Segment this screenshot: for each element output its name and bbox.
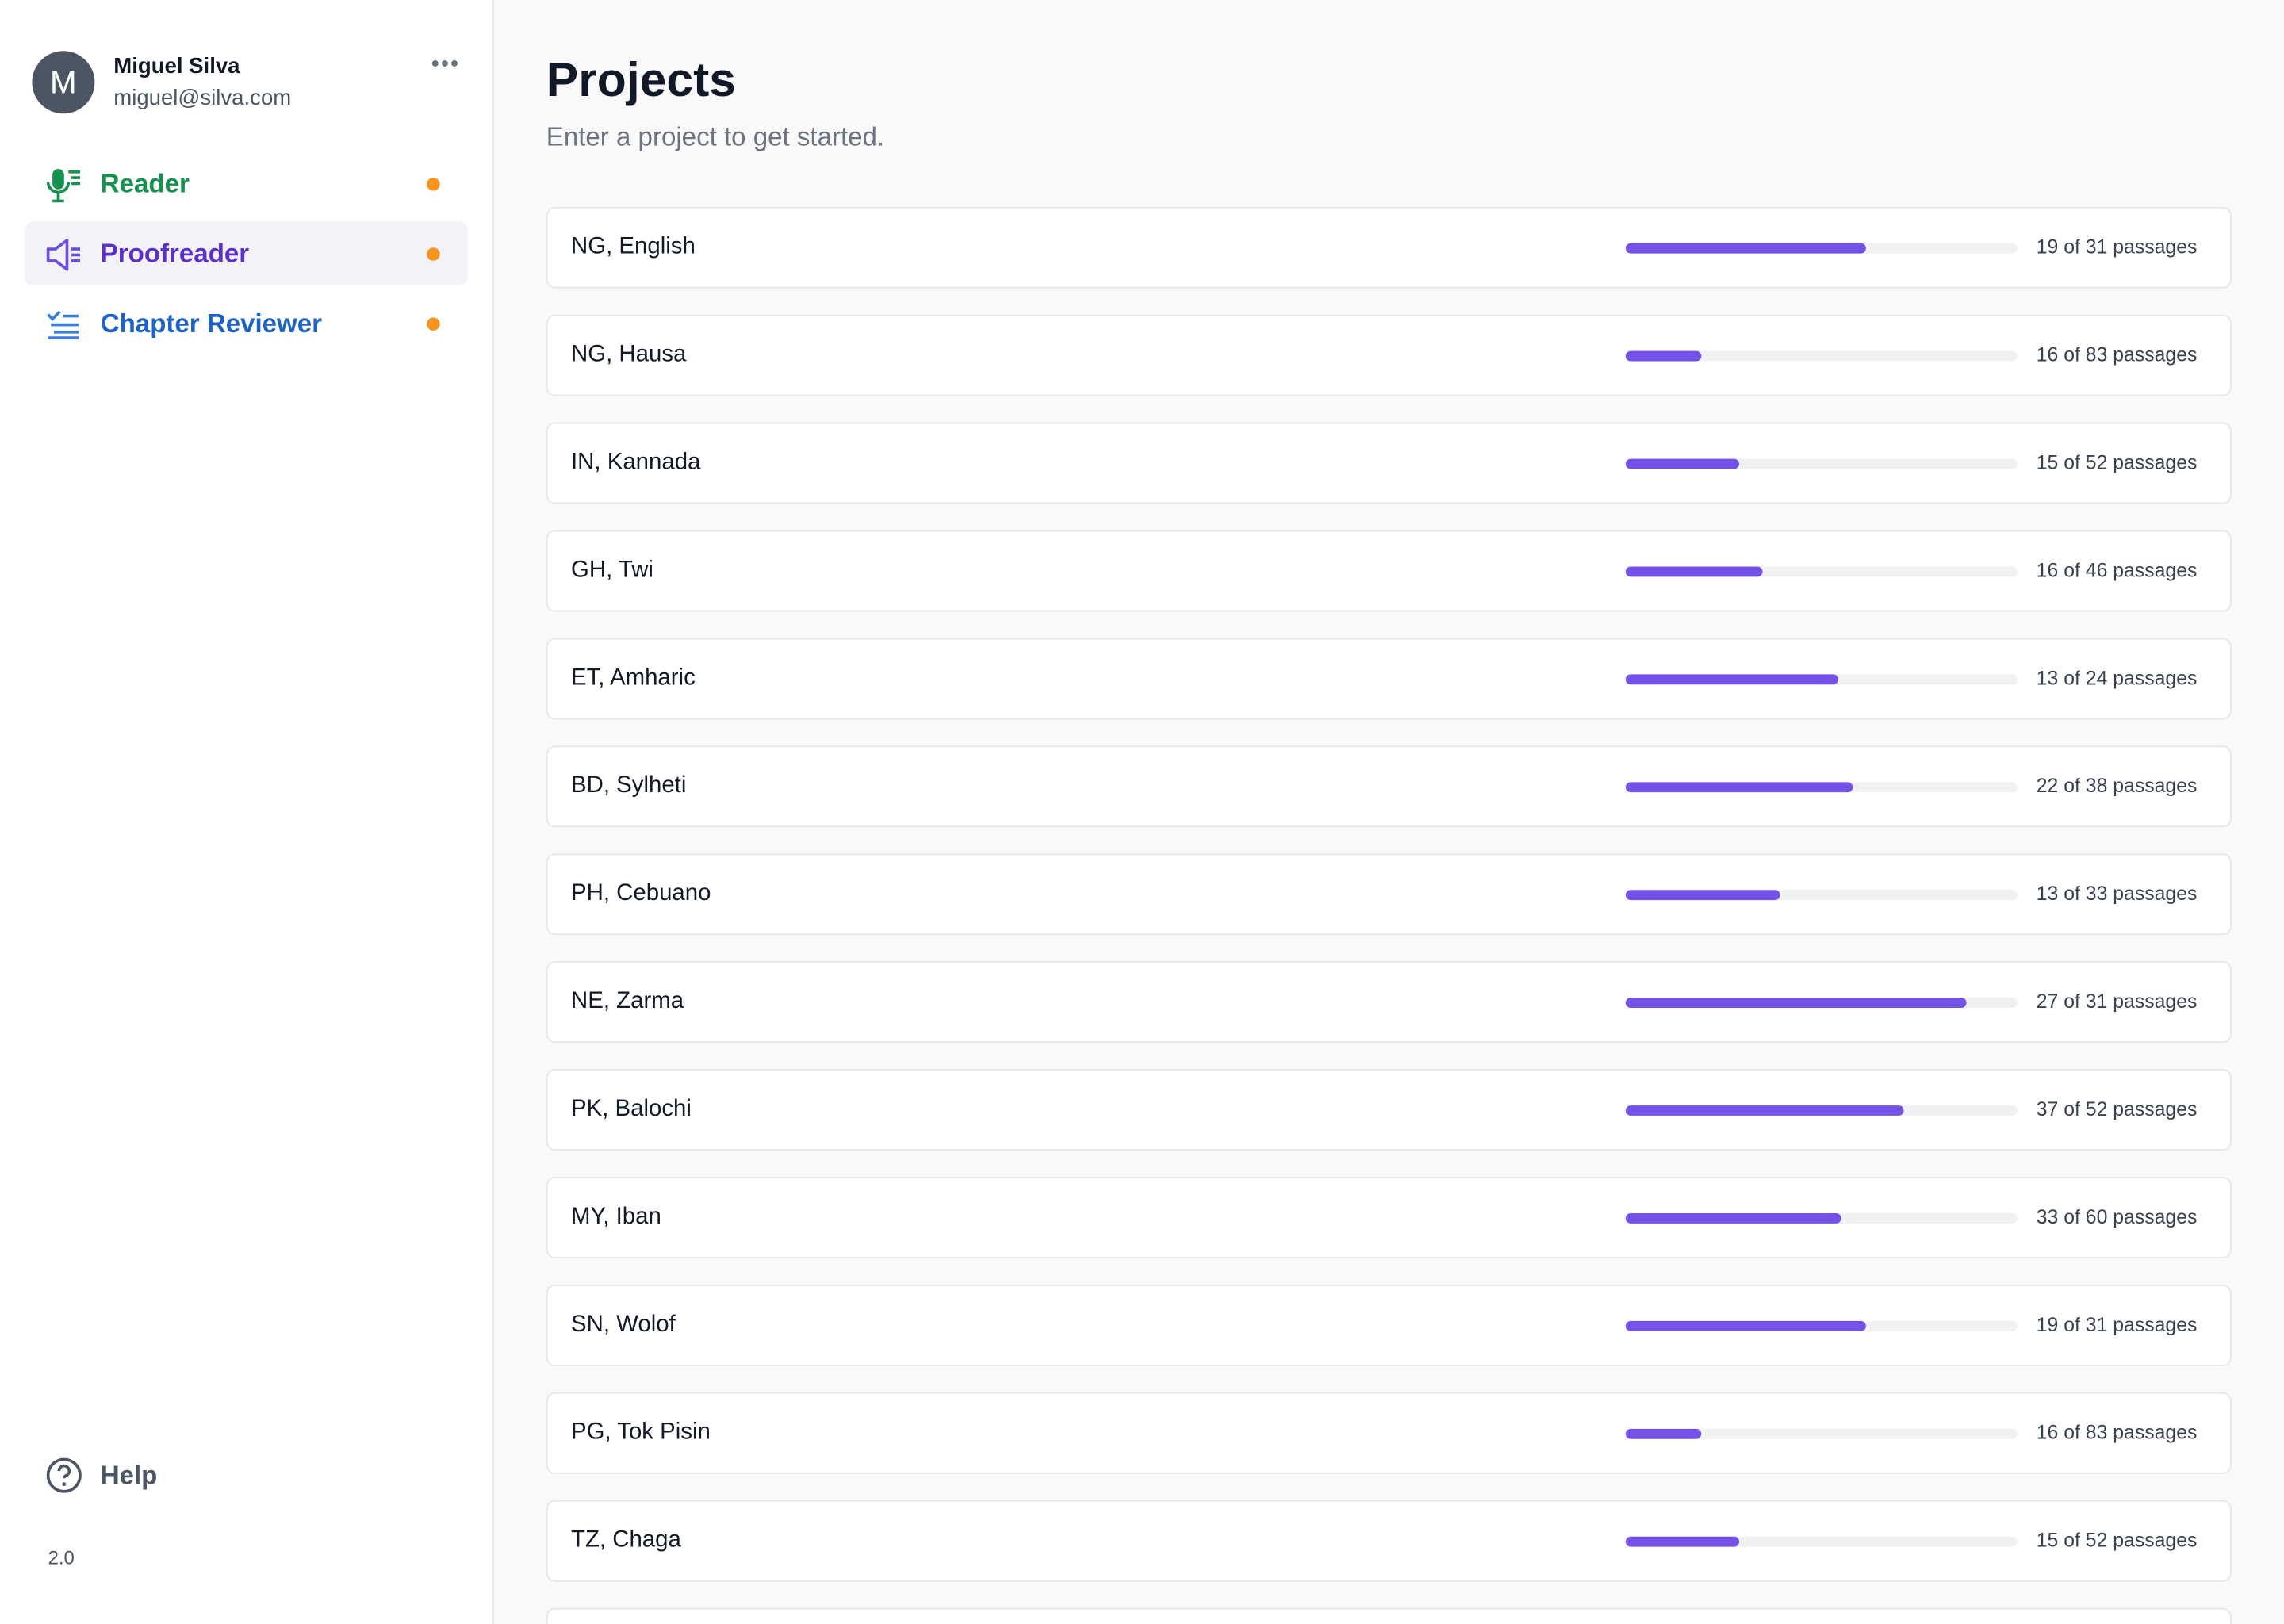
progress-label: 15 of 52 passages: [2036, 451, 2198, 473]
progress-fill: [1625, 1212, 1841, 1224]
nav-item[interactable]: Proofreader: [25, 221, 468, 285]
page-subtitle: Enter a project to get started.: [546, 122, 885, 152]
progress-fill: [1625, 458, 1739, 469]
progress-track: [1625, 350, 2018, 362]
project-card[interactable]: BD, Sylheti 22 of 38 passages: [546, 745, 2232, 828]
project-card[interactable]: PH, Cebuano 13 of 33 passages: [546, 853, 2232, 936]
reviewer-icon: [47, 310, 79, 339]
project-card[interactable]: PK, Balochi 37 of 52 passages: [546, 1069, 2232, 1151]
project-card[interactable]: IN, Kannada 15 of 52 passages: [546, 422, 2232, 504]
progress-label: 19 of 31 passages: [2036, 236, 2198, 259]
avatar: M: [32, 51, 95, 114]
progress-track: [1625, 1105, 2018, 1116]
progress-fill: [1625, 782, 1853, 793]
project-card[interactable]: ET, Amharic 13 of 24 passages: [546, 638, 2232, 720]
nav-label: Reader: [100, 169, 190, 198]
progress-fill: [1625, 1320, 1866, 1331]
project-card[interactable]: NG, Hausa 16 of 83 passages: [546, 314, 2232, 396]
project-name: MY, Iban: [570, 1204, 661, 1230]
project-name: IN, Kannada: [570, 450, 701, 475]
more-menu[interactable]: •••: [431, 52, 461, 78]
project-name: ET, Amharic: [570, 665, 696, 691]
project-card[interactable]: GH, Twi 16 of 46 passages: [546, 530, 2232, 612]
project-name: PG, Tok Pisin: [570, 1419, 711, 1446]
help-icon: [46, 1457, 82, 1493]
sidebar: M Miguel Silva miguel@silva.com ••• Read…: [0, 0, 494, 1624]
version: 2.0: [48, 1546, 75, 1569]
progress-fill: [1625, 566, 1762, 577]
project-name: BD, Sylheti: [570, 773, 687, 799]
progress-label: 22 of 38 passages: [2036, 775, 2198, 797]
progress-label: 16 of 46 passages: [2036, 559, 2198, 581]
progress-label: 13 of 24 passages: [2036, 667, 2198, 689]
progress-label: 15 of 52 passages: [2036, 1529, 2198, 1552]
project-card[interactable]: [546, 1607, 2232, 1624]
progress-track: [1625, 782, 2018, 793]
status-dot: [427, 247, 440, 261]
project-name: NG, Hausa: [570, 342, 687, 367]
project-name: TZ, Chaga: [570, 1527, 681, 1553]
progress-track: [1625, 674, 2018, 685]
progress-label: 27 of 31 passages: [2036, 990, 2198, 1013]
progress-track: [1625, 1428, 2018, 1439]
help-label: Help: [100, 1461, 158, 1490]
progress-fill: [1625, 1428, 1702, 1439]
project-card[interactable]: SN, Wolof 19 of 31 passages: [546, 1284, 2232, 1366]
progress-track: [1625, 243, 2018, 254]
progress-label: 33 of 60 passages: [2036, 1205, 2198, 1228]
project-name: PH, Cebuano: [570, 881, 711, 906]
user-email: miguel@silva.com: [113, 86, 292, 111]
project-name: GH, Twi: [570, 557, 653, 583]
progress-fill: [1625, 243, 1866, 254]
project-card[interactable]: PG, Tok Pisin 16 of 83 passages: [546, 1392, 2232, 1474]
project-name: PK, Balochi: [570, 1097, 692, 1122]
project-name: NE, Zarma: [570, 989, 684, 1014]
progress-label: 16 of 83 passages: [2036, 343, 2198, 366]
help-link[interactable]: Help: [45, 1457, 157, 1502]
status-dot: [427, 317, 440, 331]
status-dot: [427, 178, 440, 191]
progress-fill: [1625, 674, 1838, 685]
progress-track: [1625, 890, 2018, 901]
progress-label: 13 of 33 passages: [2036, 883, 2198, 905]
progress-fill: [1625, 998, 1968, 1009]
progress-fill: [1625, 1105, 1905, 1116]
project-name: SN, Wolof: [570, 1312, 676, 1338]
project-card[interactable]: MY, Iban 33 of 60 passages: [546, 1177, 2232, 1258]
nav-item[interactable]: Chapter Reviewer: [25, 291, 467, 355]
progress-label: 37 of 52 passages: [2036, 1097, 2198, 1120]
project-card[interactable]: TZ, Chaga 15 of 52 passages: [546, 1500, 2232, 1582]
nav-label: Proofreader: [100, 239, 250, 268]
project-card[interactable]: NE, Zarma 27 of 31 passages: [546, 961, 2232, 1044]
progress-track: [1625, 1212, 2018, 1224]
nav-item[interactable]: Reader: [25, 151, 467, 216]
progress-fill: [1625, 1536, 1739, 1547]
progress-fill: [1625, 350, 1702, 362]
progress-fill: [1625, 890, 1780, 901]
nav-label: Chapter Reviewer: [100, 308, 323, 339]
project-name: NG, English: [570, 234, 696, 259]
progress-track: [1625, 458, 2018, 469]
proofreader-icon: [46, 239, 81, 271]
progress-track: [1625, 1536, 2018, 1547]
user-name: Miguel Silva: [113, 53, 240, 79]
progress-label: 19 of 31 passages: [2036, 1313, 2198, 1336]
progress-track: [1625, 998, 2018, 1009]
progress-label: 16 of 83 passages: [2036, 1421, 2198, 1444]
page-title: Projects: [546, 52, 736, 107]
progress-track: [1625, 1320, 2018, 1331]
progress-track: [1625, 566, 2018, 577]
reader-icon: [46, 169, 81, 203]
project-card[interactable]: NG, English 19 of 31 passages: [546, 206, 2232, 289]
